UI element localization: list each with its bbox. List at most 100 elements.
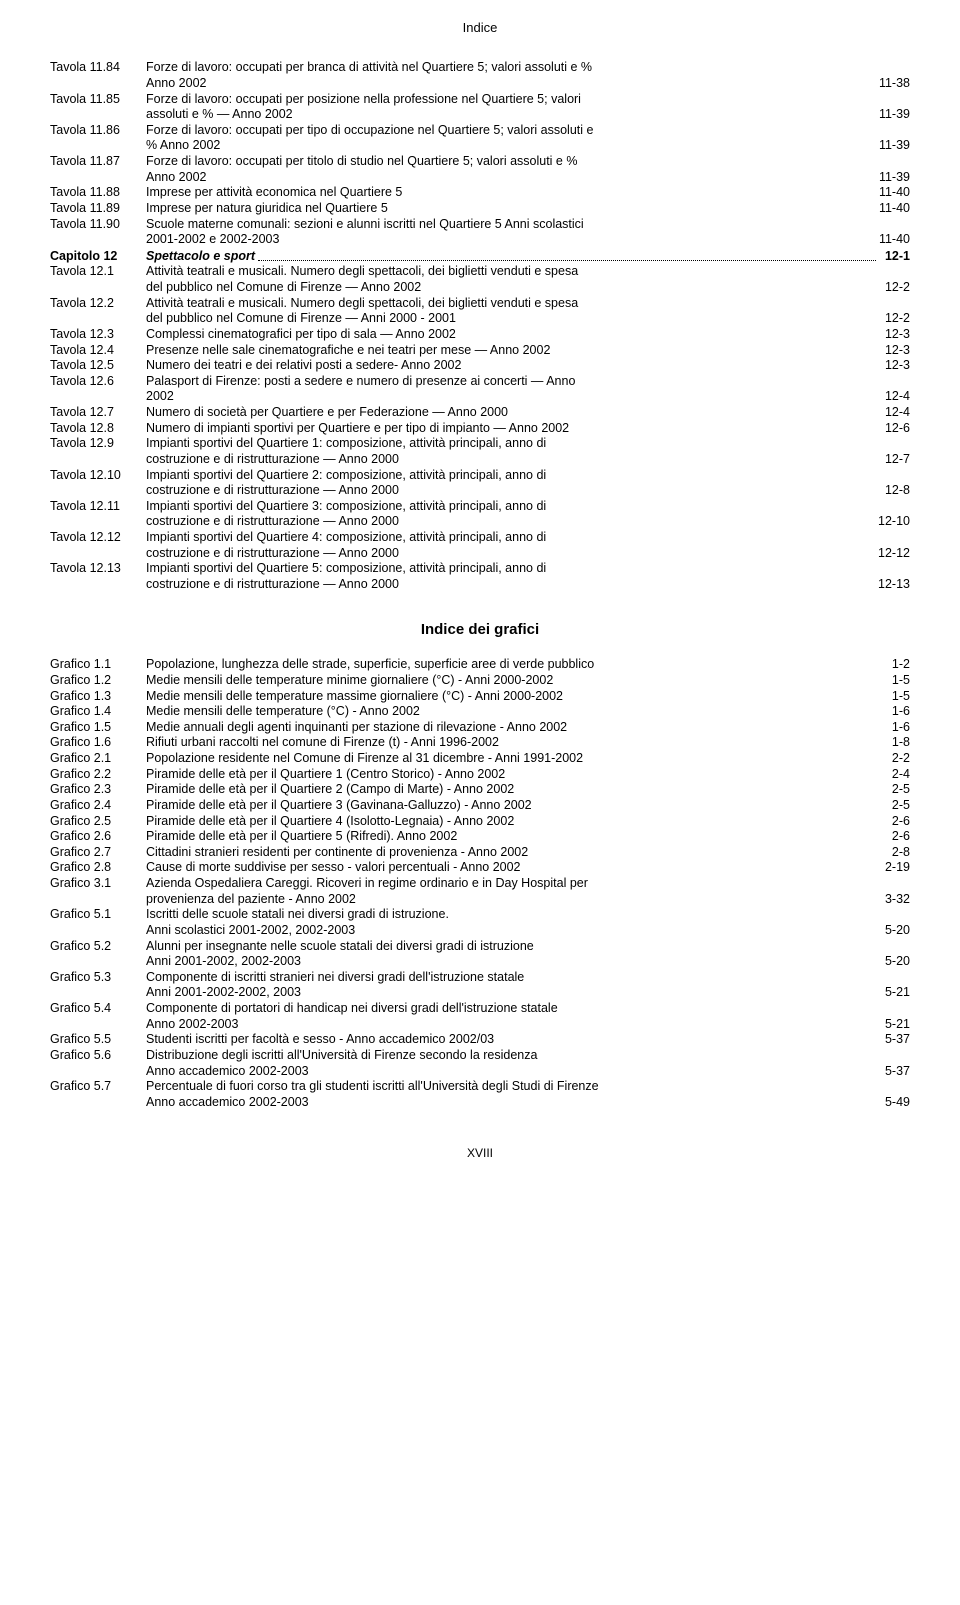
toc-entry-label: Tavola 12.9	[50, 436, 146, 452]
toc-entry-page: 11-39	[873, 138, 910, 154]
toc-entry-page: 2-8	[886, 845, 910, 861]
toc-entry: Tavola 11.89Imprese per natura giuridica…	[50, 201, 910, 217]
toc-entry-page: 1-5	[886, 689, 910, 705]
toc-entry-label: Tavola 12.1	[50, 264, 146, 280]
toc-entry-body: Imprese per natura giuridica nel Quartie…	[146, 201, 910, 217]
toc-entries-graphics: Grafico 1.1Popolazione, lunghezza delle …	[50, 657, 910, 1110]
toc-entry-page: 12-2	[879, 311, 910, 327]
toc-entry-text: Piramide delle età per il Quartiere 2 (C…	[146, 782, 514, 798]
toc-entry-body: Popolazione, lunghezza delle strade, sup…	[146, 657, 910, 673]
toc-entry-body: Piramide delle età per il Quartiere 5 (R…	[146, 829, 910, 845]
toc-entry-page: 3-32	[879, 892, 910, 908]
toc-entry-page: 12-10	[872, 514, 910, 530]
toc-entry-text: Componente di iscritti stranieri nei div…	[146, 970, 524, 1001]
toc-entry-body: Azienda Ospedaliera Careggi. Ricoveri in…	[146, 876, 910, 907]
toc-entry-body: Numero di società per Quartiere e per Fe…	[146, 405, 910, 421]
toc-entry-body: Distribuzione degli iscritti all'Univers…	[146, 1048, 910, 1079]
toc-entry-label: Grafico 5.1	[50, 907, 146, 923]
toc-entry-page: 2-5	[886, 782, 910, 798]
toc-entry-label: Grafico 1.2	[50, 673, 146, 689]
toc-entry-label: Grafico 2.8	[50, 860, 146, 876]
toc-entry-label: Tavola 12.3	[50, 327, 146, 343]
toc-entry-body: Forze di lavoro: occupati per titolo di …	[146, 154, 910, 185]
toc-entry-text: Scuole materne comunali: sezioni e alunn…	[146, 217, 584, 248]
toc-entry-page: 1-6	[886, 720, 910, 736]
toc-entry-text: Percentuale di fuori corso tra gli stude…	[146, 1079, 599, 1110]
toc-entry-text: Forze di lavoro: occupati per titolo di …	[146, 154, 577, 185]
toc-entry-label: Tavola 12.5	[50, 358, 146, 374]
toc-entry-body: Piramide delle età per il Quartiere 2 (C…	[146, 782, 910, 798]
toc-entry-body: Cittadini stranieri residenti per contin…	[146, 845, 910, 861]
toc-entry-text: Componente di portatori di handicap nei …	[146, 1001, 558, 1032]
toc-entry-page: 2-2	[886, 751, 910, 767]
toc-entry-page: 5-21	[879, 1017, 910, 1033]
toc-entry-label: Tavola 12.10	[50, 468, 146, 484]
toc-entry: Tavola 12.8Numero di impianti sportivi p…	[50, 421, 910, 437]
toc-entry-text: Impianti sportivi del Quartiere 3: compo…	[146, 499, 546, 530]
toc-entry-text: Impianti sportivi del Quartiere 5: compo…	[146, 561, 546, 592]
toc-entry-page: 1-6	[886, 704, 910, 720]
toc-entry-text: Forze di lavoro: occupati per tipo di oc…	[146, 123, 593, 154]
toc-entry-body: Forze di lavoro: occupati per branca di …	[146, 60, 910, 91]
toc-entry: Grafico 1.6Rifiuti urbani raccolti nel c…	[50, 735, 910, 751]
toc-entry-page: 12-13	[872, 577, 910, 593]
toc-entry-body: Scuole materne comunali: sezioni e alunn…	[146, 217, 910, 248]
page-header: Indice	[50, 20, 910, 36]
toc-entry-body: Piramide delle età per il Quartiere 4 (I…	[146, 814, 910, 830]
toc-entry-label: Tavola 11.86	[50, 123, 146, 139]
toc-entry: Grafico 5.1Iscritti delle scuole statali…	[50, 907, 910, 938]
toc-entry-body: Piramide delle età per il Quartiere 1 (C…	[146, 767, 910, 783]
toc-entry-text: Azienda Ospedaliera Careggi. Ricoveri in…	[146, 876, 588, 907]
toc-entry-label: Grafico 3.1	[50, 876, 146, 892]
toc-entry-body: Iscritti delle scuole statali nei divers…	[146, 907, 910, 938]
toc-entry-label: Tavola 12.2	[50, 296, 146, 312]
toc-entry: Tavola 12.7Numero di società per Quartie…	[50, 405, 910, 421]
toc-entry-page: 1-2	[886, 657, 910, 673]
toc-entry-page: 12-12	[872, 546, 910, 562]
toc-entry: Tavola 11.86Forze di lavoro: occupati pe…	[50, 123, 910, 154]
toc-entry: Grafico 1.3Medie mensili delle temperatu…	[50, 689, 910, 705]
toc-entry-page: 12-2	[879, 280, 910, 296]
toc-entry-page: 5-20	[879, 954, 910, 970]
toc-entry-page: 11-39	[873, 107, 910, 123]
toc-entry-page: 11-40	[873, 201, 910, 217]
toc-entry-body: Impianti sportivi del Quartiere 4: compo…	[146, 530, 910, 561]
toc-entry-page: 2-19	[879, 860, 910, 876]
toc-entry-text: Impianti sportivi del Quartiere 1: compo…	[146, 436, 546, 467]
toc-entry-label: Tavola 11.88	[50, 185, 146, 201]
toc-entry-body: Impianti sportivi del Quartiere 2: compo…	[146, 468, 910, 499]
toc-entry-text: Piramide delle età per il Quartiere 1 (C…	[146, 767, 505, 783]
toc-entry: Tavola 12.1Attività teatrali e musicali.…	[50, 264, 910, 295]
toc-entry-page: 12-3	[879, 343, 910, 359]
toc-entry-text: Cittadini stranieri residenti per contin…	[146, 845, 528, 861]
toc-entry-label: Grafico 2.4	[50, 798, 146, 814]
toc-entry-page: 1-8	[886, 735, 910, 751]
toc-entry: Tavola 12.6Palasport di Firenze: posti a…	[50, 374, 910, 405]
toc-entry: Tavola 11.87Forze di lavoro: occupati pe…	[50, 154, 910, 185]
toc-entry-body: Alunni per insegnante nelle scuole stata…	[146, 939, 910, 970]
toc-entry: Grafico 5.6Distribuzione degli iscritti …	[50, 1048, 910, 1079]
toc-entry-page: 2-6	[886, 829, 910, 845]
toc-entry-body: Complessi cinematografici per tipo di sa…	[146, 327, 910, 343]
toc-entry-body: Imprese per attività economica nel Quart…	[146, 185, 910, 201]
toc-entry-body: Componente di iscritti stranieri nei div…	[146, 970, 910, 1001]
toc-entry: Grafico 5.5Studenti iscritti per facoltà…	[50, 1032, 910, 1048]
toc-entry-page: 11-39	[873, 170, 910, 186]
toc-entry-text: Popolazione, lunghezza delle strade, sup…	[146, 657, 594, 673]
toc-entry: Grafico 2.3Piramide delle età per il Qua…	[50, 782, 910, 798]
toc-entry-page: 1-5	[886, 673, 910, 689]
toc-entry-label: Grafico 5.2	[50, 939, 146, 955]
toc-entry-body: Spettacolo e sport12-1	[146, 249, 910, 265]
toc-entry-body: Cause di morte suddivise per sesso - val…	[146, 860, 910, 876]
toc-entry-label: Grafico 2.1	[50, 751, 146, 767]
page-header-title: Indice	[463, 20, 498, 35]
toc-entry: Grafico 5.7Percentuale di fuori corso tr…	[50, 1079, 910, 1110]
toc-entry-text: Medie mensili delle temperature (°C) - A…	[146, 704, 420, 720]
toc-entry-body: Attività teatrali e musicali. Numero deg…	[146, 264, 910, 295]
toc-entry-body: Studenti iscritti per facoltà e sesso - …	[146, 1032, 910, 1048]
toc-entry-page: 12-4	[879, 389, 910, 405]
toc-entry-text: Piramide delle età per il Quartiere 4 (I…	[146, 814, 514, 830]
toc-entry-text: Impianti sportivi del Quartiere 2: compo…	[146, 468, 546, 499]
toc-entries-tables: Tavola 11.84Forze di lavoro: occupati pe…	[50, 60, 910, 592]
toc-entry-label: Tavola 12.7	[50, 405, 146, 421]
